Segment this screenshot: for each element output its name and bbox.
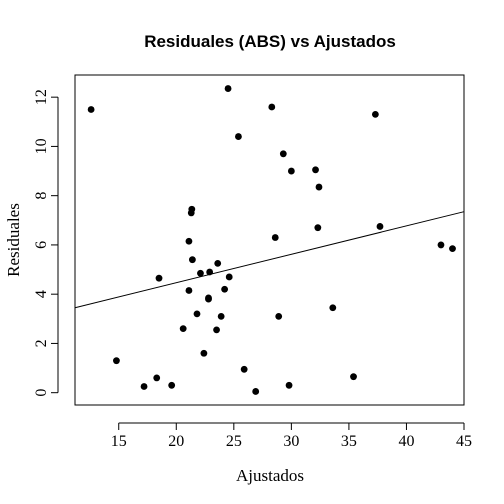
- data-point: [240, 365, 248, 373]
- data-point: [314, 224, 322, 232]
- y-tick-label: 4: [33, 290, 50, 298]
- data-point: [185, 237, 193, 245]
- data-point: [252, 388, 260, 395]
- data-point: [312, 166, 319, 174]
- data-point: [437, 241, 445, 249]
- data-point: [188, 256, 196, 264]
- data-point: [224, 85, 232, 92]
- data-point: [217, 312, 225, 320]
- data-point: [113, 357, 120, 365]
- data-point: [235, 133, 242, 140]
- data-point: [168, 381, 176, 389]
- data-point: [200, 349, 208, 357]
- y-tick-label: 6: [33, 241, 50, 249]
- y-tick-label: 12: [33, 89, 50, 105]
- data-point: [214, 259, 222, 267]
- x-tick-label: 45: [456, 433, 472, 450]
- y-tick-label: 2: [33, 339, 50, 347]
- data-point: [188, 205, 196, 213]
- y-axis: 0 2 4 6 8 10 12: [33, 89, 59, 397]
- x-axis-label: Ajustados: [236, 466, 304, 485]
- chart-title: Residuales (ABS) vs Ajustados: [144, 32, 396, 51]
- data-point: [287, 167, 295, 175]
- data-point: [285, 381, 293, 389]
- data-point: [268, 103, 276, 111]
- data-point: [225, 273, 233, 281]
- data-point: [153, 374, 161, 382]
- data-point: [376, 223, 384, 230]
- data-point: [213, 326, 220, 334]
- y-tick-label: 0: [33, 389, 50, 397]
- x-tick-label: 30: [283, 433, 299, 450]
- data-point: [193, 310, 201, 318]
- x-tick-label: 40: [398, 433, 414, 450]
- data-point: [275, 312, 283, 320]
- data-point: [179, 325, 187, 333]
- points-layer: [87, 85, 456, 395]
- x-axis: 15 20 25 30 35 40 45: [111, 422, 472, 450]
- data-point: [315, 183, 323, 191]
- y-axis-label: Residuales: [4, 203, 23, 277]
- data-point: [279, 150, 287, 158]
- x-tick-label: 20: [168, 433, 184, 450]
- data-point: [197, 269, 204, 277]
- data-point: [155, 274, 163, 282]
- data-point: [350, 373, 357, 381]
- data-point: [329, 304, 337, 312]
- x-tick-label: 35: [341, 433, 357, 450]
- data-point: [449, 245, 456, 253]
- x-tick-label: 15: [111, 433, 127, 450]
- regression-line: [74, 211, 465, 309]
- y-tick-label: 8: [33, 192, 50, 200]
- data-point: [271, 234, 279, 241]
- x-tick-label: 25: [226, 433, 242, 450]
- data-point: [205, 295, 212, 303]
- regression-line-layer: [74, 211, 465, 309]
- data-point: [371, 111, 379, 118]
- plot-frame: [74, 74, 465, 406]
- data-point: [140, 383, 148, 390]
- data-point: [185, 287, 193, 294]
- y-tick-label: 10: [33, 138, 50, 154]
- data-point: [87, 106, 95, 113]
- data-point: [221, 285, 229, 293]
